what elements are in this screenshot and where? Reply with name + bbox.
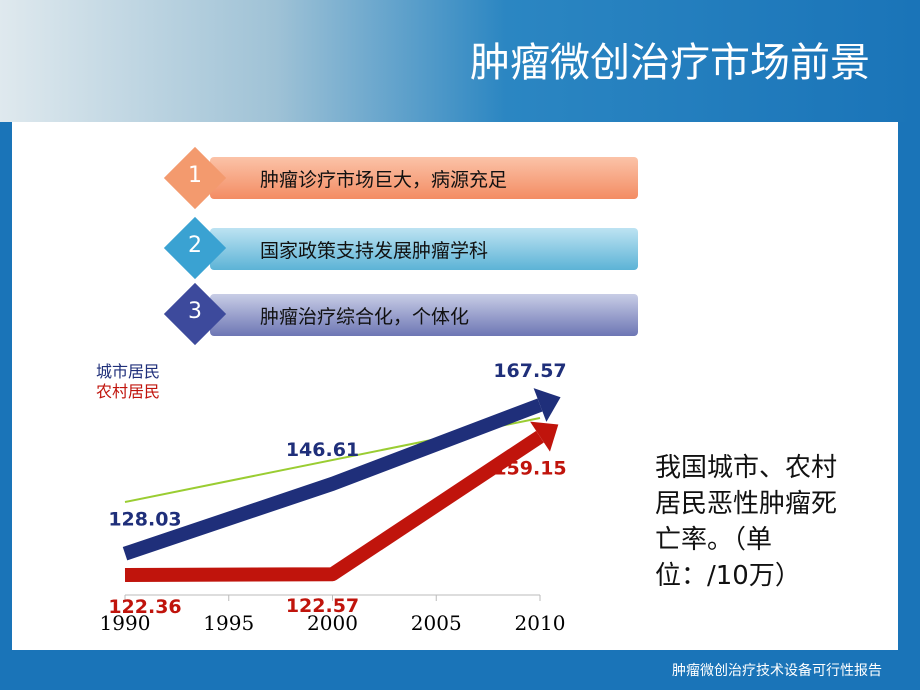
data-label: 128.03 [108, 509, 181, 531]
right-border [898, 122, 920, 662]
legend-entry: 农村居民 [96, 382, 160, 401]
chart: 1990 1995 2000 2005 2010 城市居民 128.03 146.61 167.… [96, 360, 567, 635]
number: 1 [188, 163, 202, 188]
list-item: 肿瘤治疗综合化，个体化 [210, 294, 638, 336]
left-border [0, 122, 12, 662]
x-tick-label: 1995 [203, 611, 254, 635]
data-label: 122.36 [108, 596, 181, 618]
data-label: 146.61 [286, 439, 359, 461]
list-item: 肿瘤诊疗市场巨大，病源充足 [210, 157, 638, 199]
series-line [122, 398, 543, 561]
header-band [0, 0, 920, 122]
x-tick-label: 2010 [515, 611, 566, 635]
data-label: 167.57 [493, 360, 566, 382]
arrow-head [530, 421, 559, 452]
list-item: 国家政策支持发展肿瘤学科 [210, 228, 638, 270]
series-line [124, 430, 544, 582]
x-tick-label: 1990 [100, 611, 151, 635]
footer-text: 肿瘤微创治疗技术设备可行性报告 [672, 663, 882, 679]
data-label: 122.57 [286, 595, 359, 617]
legend-entry: 城市居民 [96, 362, 160, 381]
slide-title: 肿瘤微创治疗市场前景 [470, 40, 870, 86]
footer-band [0, 650, 920, 690]
arrow-head [533, 388, 561, 422]
note: 我国城市、农村居民恶性肿瘤死亡率。（单位：/10万） [655, 453, 838, 591]
x-tick-label: 2000 [307, 611, 358, 635]
number: 2 [188, 233, 202, 258]
number: 3 [188, 299, 202, 324]
data-label: 159.15 [493, 458, 566, 480]
x-tick-label: 2005 [411, 611, 462, 635]
